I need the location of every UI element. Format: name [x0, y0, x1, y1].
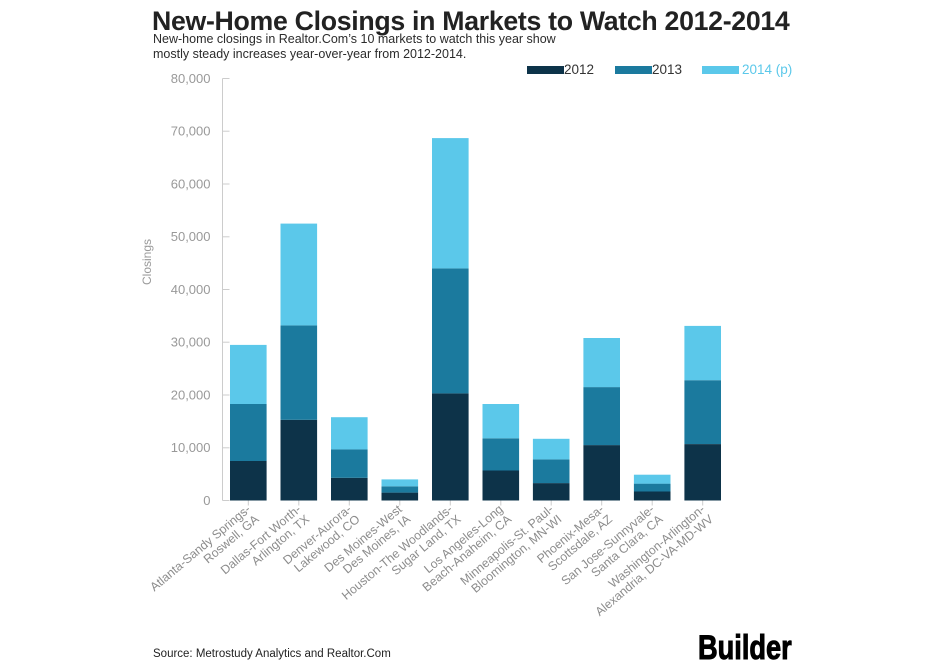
- svg-text:70,000: 70,000: [171, 124, 211, 139]
- svg-text:30,000: 30,000: [171, 335, 211, 350]
- svg-text:80,000: 80,000: [171, 71, 211, 86]
- svg-text:40,000: 40,000: [171, 282, 211, 297]
- svg-text:0: 0: [203, 493, 210, 508]
- svg-text:50,000: 50,000: [171, 229, 211, 244]
- svg-text:60,000: 60,000: [171, 176, 211, 191]
- svg-text:10,000: 10,000: [171, 440, 211, 455]
- svg-text:20,000: 20,000: [171, 387, 211, 402]
